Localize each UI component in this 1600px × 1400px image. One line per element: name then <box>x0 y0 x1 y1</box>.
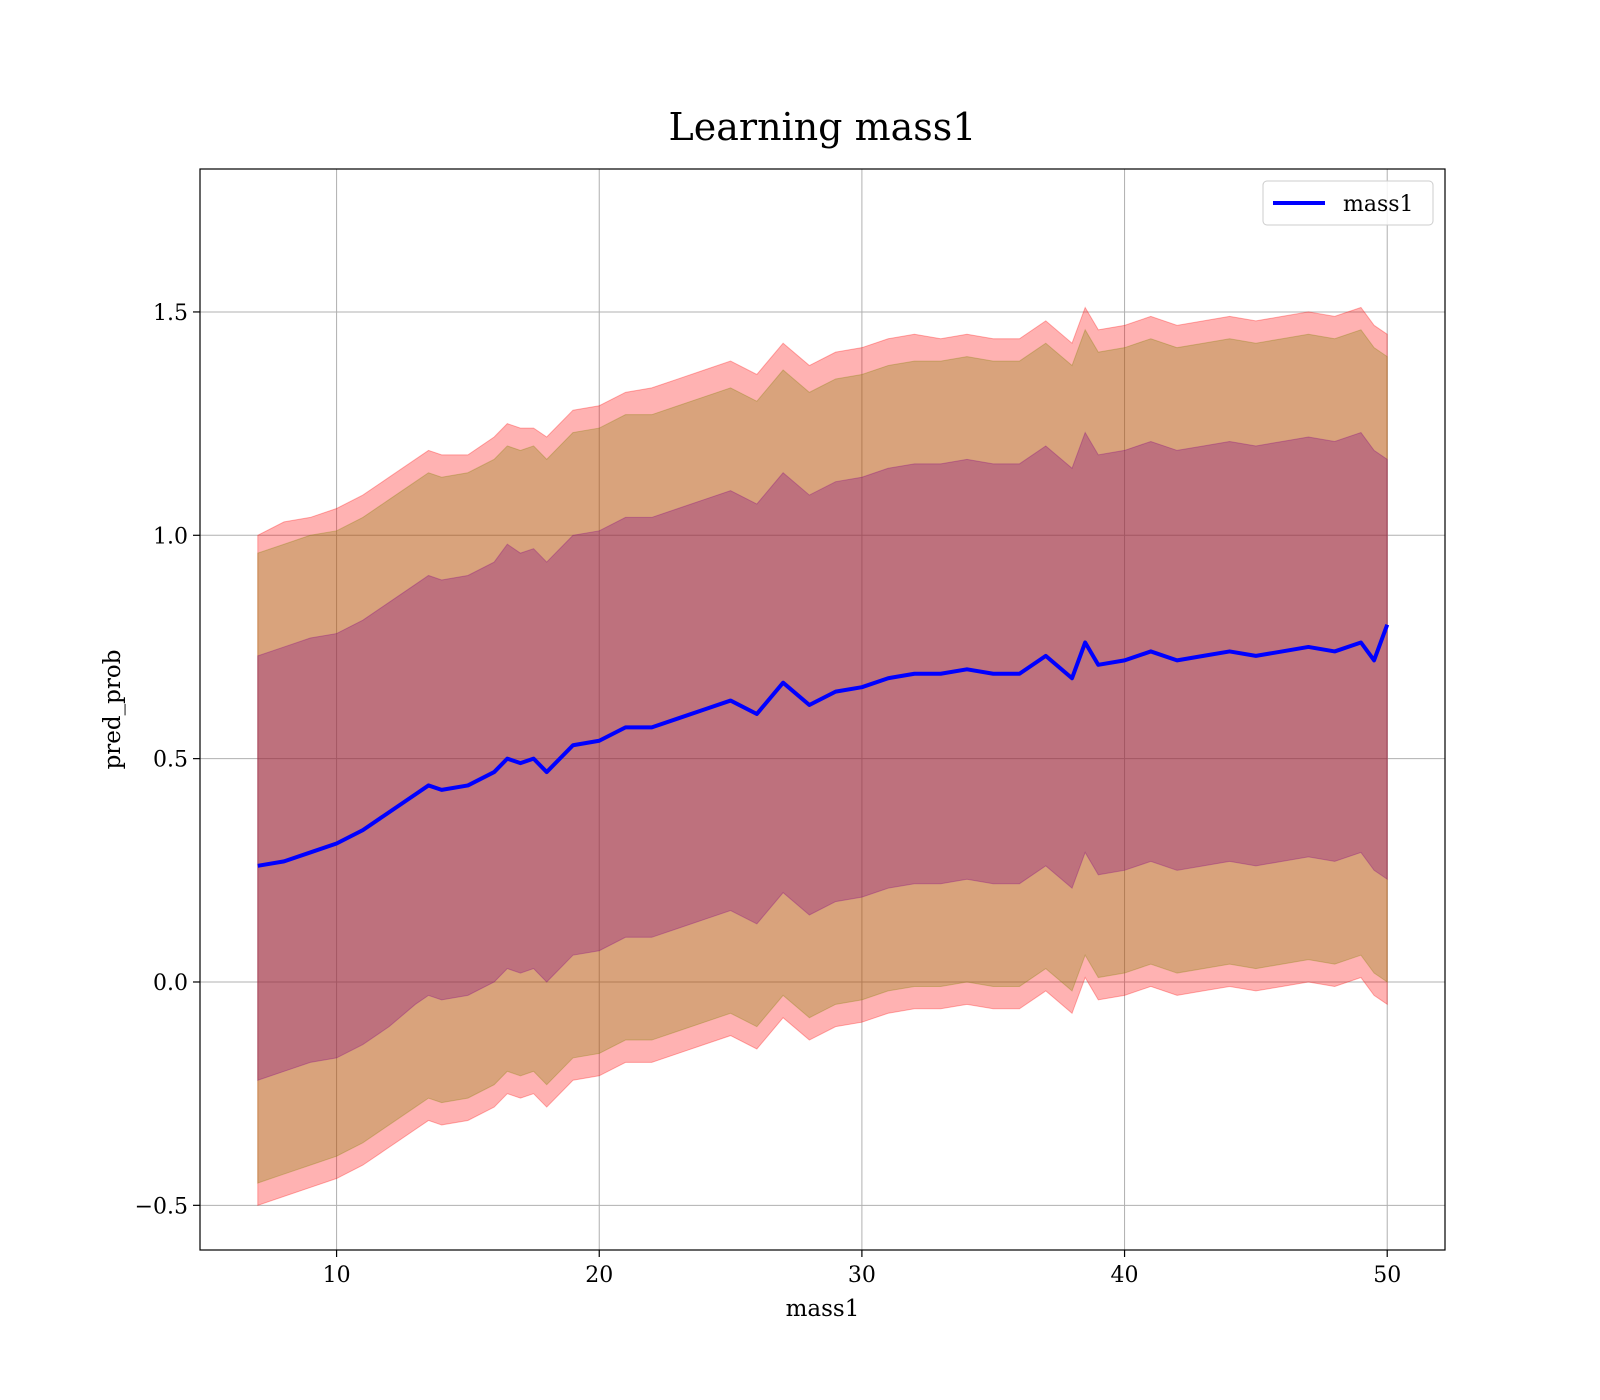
grid <box>200 169 1445 1250</box>
plot-frame <box>199 168 1446 1251</box>
y-tick-label: 0.5 <box>153 748 188 773</box>
y-tick-label: −0.5 <box>135 1194 188 1219</box>
axis-ticks: 10 20 30 40 50 −0.5 0.0 0.5 1.0 1.5 <box>135 301 1402 1288</box>
x-tick-label: 30 <box>848 1263 876 1288</box>
legend: mass1 <box>1262 180 1434 226</box>
band-2 <box>257 328 1388 1184</box>
legend-label-mass1: mass1 <box>1343 192 1414 217</box>
y-tick-label: 1.5 <box>153 301 188 326</box>
y-axis-label: pred_prob <box>100 650 126 770</box>
x-tick-label: 20 <box>585 1263 613 1288</box>
y-tick-label: 1.0 <box>153 524 188 549</box>
series-lines <box>257 623 1390 868</box>
chart-title: Learning mass1 <box>669 105 977 149</box>
series-line-mass1 <box>257 623 1390 868</box>
x-tick-label: 10 <box>323 1263 351 1288</box>
band-3 <box>257 431 1388 1081</box>
x-tick-label: 40 <box>1111 1263 1139 1288</box>
y-tick-label: 0.0 <box>153 971 188 996</box>
x-axis-label: mass1 <box>786 1296 860 1322</box>
confidence-bands <box>257 306 1388 1207</box>
x-tick-label: 50 <box>1373 1263 1401 1288</box>
legend-box <box>1262 180 1434 226</box>
band-1 <box>257 306 1388 1207</box>
